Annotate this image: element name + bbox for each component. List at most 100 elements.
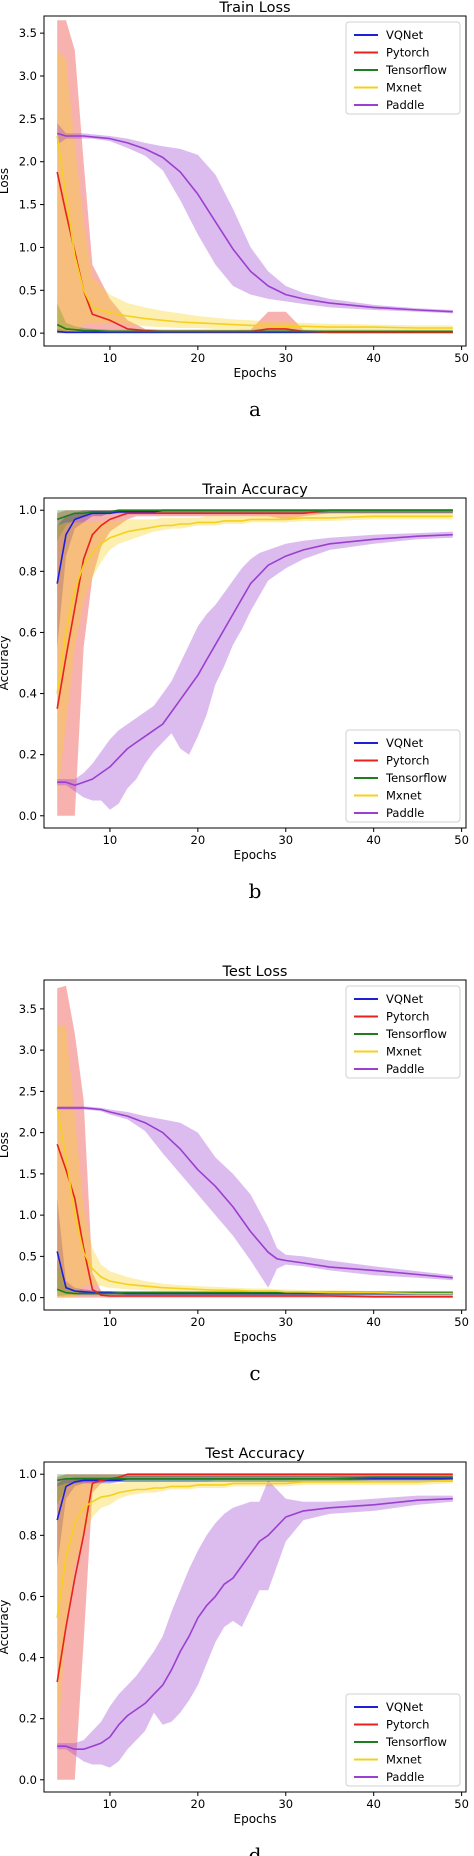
y-tick-label: 2.0	[19, 155, 37, 169]
y-tick-label: 2.5	[19, 1084, 37, 1098]
y-tick-label: 0.2	[19, 1712, 37, 1726]
panel-caption: a	[249, 397, 261, 421]
x-tick-label: 50	[454, 1797, 469, 1811]
y-tick-label: 0.6	[19, 1589, 37, 1603]
legend-label: Paddle	[386, 1770, 424, 1784]
x-tick-label: 20	[191, 833, 206, 847]
series-line-paddle	[57, 533, 453, 787]
x-axis-label: Epochs	[234, 1812, 277, 1826]
legend: VQNet Pytorch Tensorflow Mxnet Paddle	[345, 1693, 461, 1787]
y-tick-label: 2.0	[19, 1126, 37, 1140]
chart-panel-b: Train Accuracy 10 20 30 40 50 0.0 0.2 0.4 0.6 0.8 1…	[0, 482, 469, 903]
legend-label: Mxnet	[386, 1753, 422, 1767]
x-tick-label: 40	[366, 1797, 381, 1811]
legend-label: Paddle	[386, 806, 424, 820]
panel-caption: c	[249, 1361, 260, 1385]
legend-box	[345, 21, 461, 115]
legend-box	[345, 985, 461, 1079]
legend: VQNet Pytorch Tensorflow Mxnet Paddle	[345, 21, 461, 115]
plot-area	[56, 20, 453, 334]
y-tick-label: 3.5	[19, 26, 37, 40]
band-paddle	[57, 1480, 453, 1768]
legend-label: Mxnet	[386, 81, 422, 95]
legend-label: Tensorflow	[385, 63, 447, 77]
x-tick-label: 10	[103, 833, 118, 847]
y-tick-label: 0.0	[19, 809, 37, 823]
y-tick-label: 0.4	[19, 1651, 37, 1665]
panel-caption: b	[249, 879, 262, 903]
legend-label: VQNet	[386, 736, 424, 750]
legend-label: Pytorch	[386, 754, 429, 768]
band-pytorch	[57, 20, 453, 334]
band-tensorflow	[57, 1474, 453, 1505]
series-line-tensorflow	[56, 323, 453, 333]
series-line-paddle	[56, 132, 453, 313]
band-paddle	[57, 1106, 453, 1288]
x-axis-label: Epochs	[234, 366, 277, 380]
chart-panel-d: Test Accuracy 10 20 30 40 50 0.0 0.2 0.4 0.6 0.8 1.…	[0, 1446, 469, 1856]
legend-label: Paddle	[386, 98, 424, 112]
legend: VQNet Pytorch Tensorflow Mxnet Paddle	[345, 729, 461, 823]
band-paddle	[57, 123, 453, 314]
x-tick-label: 30	[278, 833, 293, 847]
series-line-pytorch	[56, 1473, 453, 1683]
x-tick-label: 10	[103, 1315, 118, 1329]
panel-caption: d	[249, 1843, 262, 1856]
legend-label: VQNet	[386, 1700, 424, 1714]
legend-label: Mxnet	[386, 1045, 422, 1059]
series-line-mxnet	[56, 515, 453, 694]
x-axis-label: Epochs	[234, 1330, 277, 1344]
chart-title: Train Loss	[218, 0, 290, 16]
legend-label: Pytorch	[386, 1010, 429, 1024]
y-axis-label: Loss	[0, 1132, 11, 1158]
y-tick-label: 0.2	[19, 748, 37, 762]
y-tick-label: 3.5	[19, 1002, 37, 1016]
x-tick-label: 30	[278, 1315, 293, 1329]
y-tick-label: 0.0	[19, 1773, 37, 1787]
y-tick-label: 1.5	[19, 198, 37, 212]
y-tick-label: 0.6	[19, 625, 37, 639]
chart-title: Train Accuracy	[201, 482, 308, 498]
y-tick-label: 1.0	[19, 240, 37, 254]
y-tick-label: 2.5	[19, 112, 37, 126]
chart-panel-c: Test Loss 10 20 30 40 50 0.0 0.5 1.0 1.5 2.0 2.5 3.0…	[0, 964, 469, 1385]
y-tick-label: 1.0	[19, 503, 37, 517]
legend-label: Tensorflow	[385, 771, 447, 785]
x-tick-label: 20	[191, 1797, 206, 1811]
band-paddle	[57, 531, 453, 810]
chart-title: Test Accuracy	[204, 1446, 305, 1462]
series-line-tensorflow	[56, 509, 453, 521]
series-line-mxnet	[56, 1107, 453, 1295]
x-tick-label: 40	[366, 1315, 381, 1329]
axes-frame	[43, 15, 467, 347]
y-axis-label: Loss	[0, 168, 11, 194]
y-tick-label: 1.0	[19, 1467, 37, 1481]
y-tick-label: 0.8	[19, 1528, 37, 1542]
legend-label: Pytorch	[386, 1718, 429, 1732]
legend-label: Paddle	[386, 1062, 424, 1076]
y-tick-label: 3.0	[19, 69, 37, 83]
y-tick-label: 0.5	[19, 1249, 37, 1263]
x-tick-label: 30	[278, 1797, 293, 1811]
legend: VQNet Pytorch Tensorflow Mxnet Paddle	[345, 985, 461, 1079]
x-tick-label: 20	[191, 1315, 206, 1329]
plot-area	[56, 985, 453, 1298]
axes-frame	[43, 1461, 467, 1793]
x-tick-label: 50	[454, 833, 469, 847]
legend-label: VQNet	[386, 992, 424, 1006]
axes-frame	[43, 497, 467, 829]
x-tick-label: 30	[278, 351, 293, 365]
band-mxnet	[57, 50, 453, 334]
legend-box	[345, 1693, 461, 1787]
x-axis-label: Epochs	[234, 848, 277, 862]
y-tick-label: 1.0	[19, 1208, 37, 1222]
x-tick-label: 10	[103, 351, 118, 365]
legend-label: Tensorflow	[385, 1027, 447, 1041]
x-tick-label: 10	[103, 1797, 118, 1811]
series-line-mxnet	[56, 135, 453, 329]
legend-label: VQNet	[386, 28, 424, 42]
legend-label: Tensorflow	[385, 1735, 447, 1749]
series-line-paddle	[57, 1107, 453, 1279]
series-line-pytorch	[56, 1143, 453, 1298]
x-tick-label: 50	[454, 351, 469, 365]
